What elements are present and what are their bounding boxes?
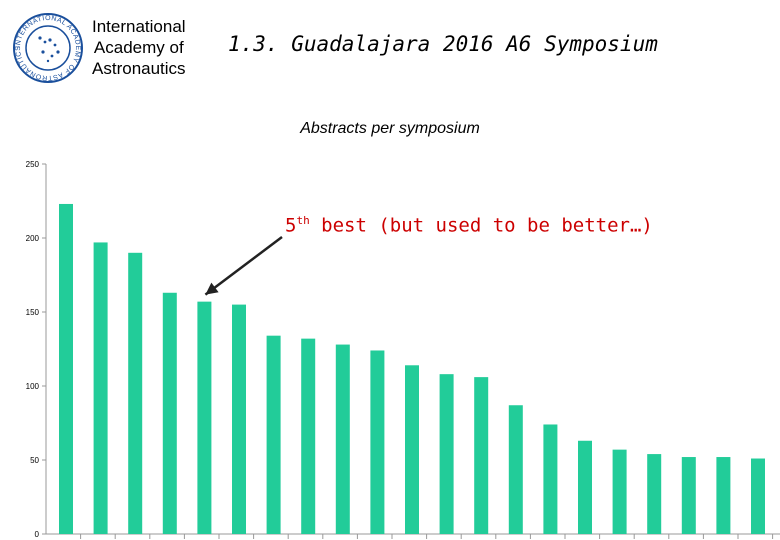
bar: [370, 350, 385, 534]
bar: [647, 454, 662, 534]
bar: [128, 252, 143, 535]
slide-header: INTERNATIONAL ACADEMY OF ASTRONAUTICS · …: [0, 0, 780, 95]
y-tick-label: 100: [26, 382, 40, 391]
bar: [232, 304, 246, 534]
slide-title: 1.3. Guadalajara 2016 A6 Symposium: [228, 32, 658, 56]
bar: [405, 365, 419, 534]
annotation-rank-suffix: th: [296, 214, 310, 227]
annotation-text: best (but used to be better…): [309, 214, 653, 237]
org-name-line-1: International: [92, 17, 186, 36]
bar: [612, 449, 627, 534]
organization-name: International Academy of Astronautics: [92, 16, 186, 79]
y-tick-label: 200: [26, 234, 40, 243]
bar: [716, 457, 731, 534]
bar: [301, 338, 316, 534]
iaa-seal-icon: INTERNATIONAL ACADEMY OF ASTRONAUTICS · …: [12, 12, 83, 83]
annotation-arrow-head: [205, 282, 219, 295]
y-tick-label: 150: [26, 308, 40, 317]
bar: [162, 292, 177, 534]
y-tick-label: 0: [35, 530, 40, 539]
org-name-line-3: Astronautics: [92, 59, 186, 78]
bar: [751, 458, 765, 534]
bar: [543, 424, 558, 534]
bar: [93, 242, 108, 534]
annotation-arrow-line: [204, 236, 283, 296]
org-name-line-2: Academy of: [93, 38, 184, 57]
annotation-callout: 5th best (but used to be better…): [285, 214, 653, 236]
bar: [508, 405, 523, 534]
y-tick-label: 50: [30, 456, 39, 465]
bar: [197, 301, 212, 534]
bar: [266, 335, 281, 534]
chart-title: Abstracts per symposium: [300, 120, 480, 137]
bar: [681, 457, 696, 534]
bar: [59, 203, 73, 534]
y-tick-label: 250: [26, 160, 40, 169]
bar: [439, 374, 454, 534]
bar: [578, 440, 592, 534]
bar: [474, 377, 489, 534]
annotation-rank-number: 5: [285, 214, 297, 237]
bar: [335, 344, 350, 534]
